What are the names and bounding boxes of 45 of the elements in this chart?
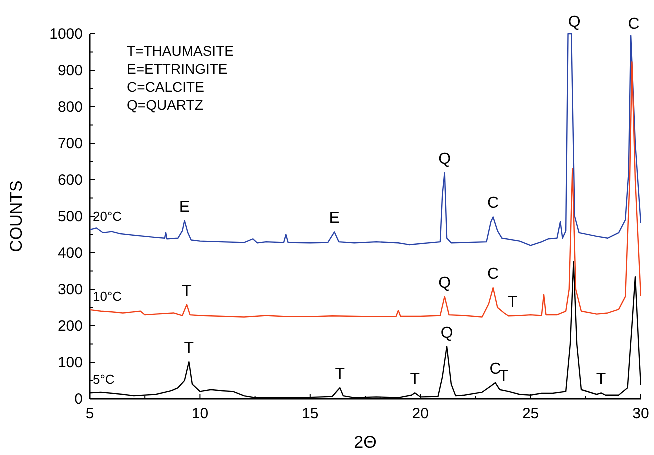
annotation: C — [488, 195, 500, 212]
annotation: E — [179, 198, 190, 216]
y-tick-label: 500 — [58, 208, 83, 226]
y-tick-label: 0 — [74, 390, 83, 408]
annotation: C=CALCITE — [127, 79, 204, 95]
y-tick-label: 800 — [58, 98, 83, 116]
x-tick-label: 5 — [86, 406, 94, 422]
y-tick-label: 700 — [58, 135, 83, 152]
x-tick-label: 30 — [632, 406, 650, 422]
annotation: T — [184, 340, 194, 358]
annotation: T — [499, 368, 510, 385]
y-tick-label: 400 — [58, 244, 83, 262]
series-label: 20°C — [93, 209, 122, 224]
series-label: 10°C — [93, 288, 122, 304]
x-tick-label: 15 — [302, 406, 319, 422]
annotation: C — [488, 266, 500, 284]
annotation: Q — [440, 324, 454, 342]
line-series — [90, 33, 641, 246]
y-tick-label: 600 — [58, 172, 83, 189]
x-tick-label: 10 — [192, 406, 209, 422]
annotation: E — [329, 210, 340, 228]
x-tick-label: 20 — [412, 406, 429, 422]
annotation: Q — [568, 14, 581, 31]
annotation: T — [596, 371, 606, 388]
annotation: Q=QUARTZ — [127, 97, 204, 113]
x-tick-label: 25 — [522, 406, 540, 422]
annotation: T — [182, 282, 192, 300]
x-axis-title: 2Θ — [354, 433, 377, 452]
y-tick-label: 300 — [58, 281, 83, 298]
y-tick-label: 200 — [58, 318, 83, 335]
y-tick-label: 1000 — [50, 26, 83, 43]
annotation: E=ETTRINGITE — [127, 61, 228, 77]
annotation: T — [410, 371, 420, 388]
y-tick-label: 900 — [58, 62, 83, 80]
annotation: C — [490, 360, 502, 378]
series-label: 5°C — [93, 372, 115, 388]
annotation: T — [335, 366, 346, 384]
annotation: T=THAUMASITE — [127, 43, 234, 59]
annotation: Q — [438, 151, 452, 168]
line-series — [90, 62, 641, 318]
y-tick-label: 100 — [58, 354, 83, 372]
annotation: C — [628, 16, 640, 33]
annotation: Q — [438, 274, 452, 292]
y-axis-title: COUNTS — [7, 180, 26, 252]
annotation: T — [508, 294, 518, 312]
